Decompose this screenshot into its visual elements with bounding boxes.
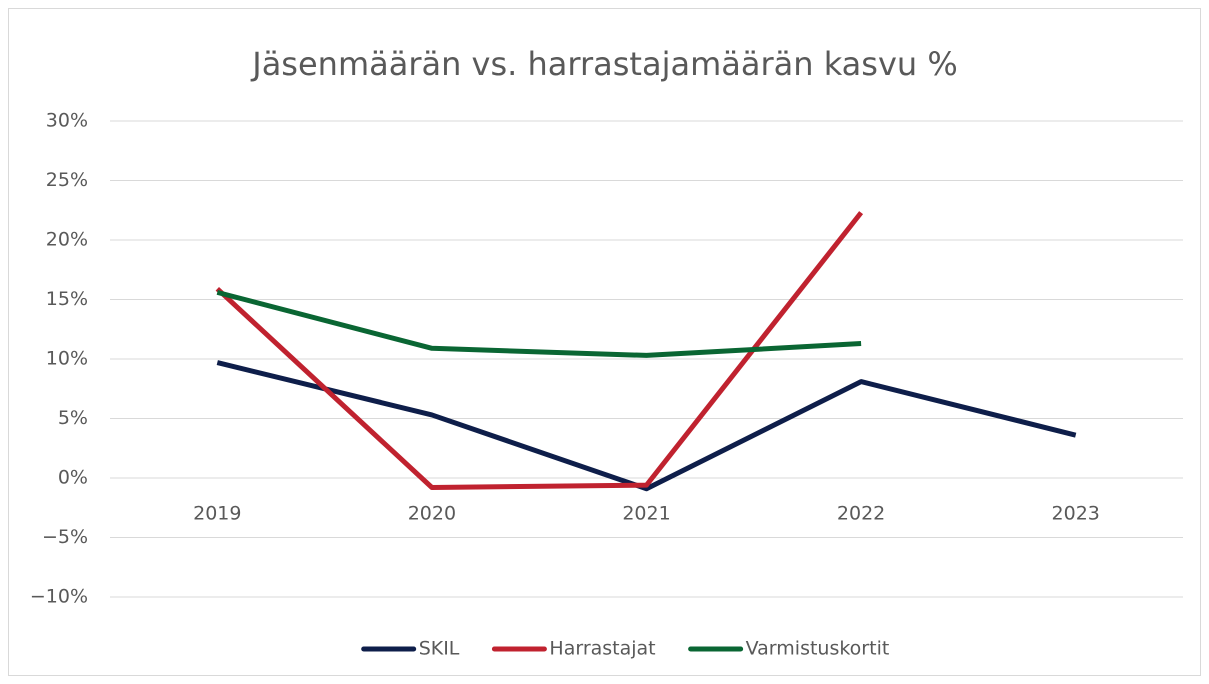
chart-title: Jäsenmäärän vs. harrastajamäärän kasvu % xyxy=(250,45,957,83)
y-tick-label: 15% xyxy=(46,288,88,310)
y-tick-label: 10% xyxy=(46,348,88,370)
y-tick-label: 0% xyxy=(58,467,88,489)
x-tick-label: 2022 xyxy=(837,503,885,525)
x-tick-label: 2020 xyxy=(408,503,456,525)
y-tick-label: 30% xyxy=(46,110,88,132)
x-tick-label: 2019 xyxy=(193,503,241,525)
y-tick-label: 5% xyxy=(58,407,88,429)
legend-label: Varmistuskortit xyxy=(746,638,890,660)
chart-border xyxy=(8,8,1201,676)
y-tick-label: −5% xyxy=(42,526,88,548)
legend-label: Harrastajat xyxy=(549,638,655,660)
x-tick-label: 2023 xyxy=(1052,503,1100,525)
series-line xyxy=(216,360,1077,492)
y-tick-label: −10% xyxy=(30,586,88,608)
y-tick-label: 20% xyxy=(46,229,88,251)
legend-label: SKIL xyxy=(419,638,460,660)
series-line xyxy=(216,289,862,358)
x-tick-label: 2021 xyxy=(622,503,670,525)
y-tick-label: 25% xyxy=(46,169,88,191)
